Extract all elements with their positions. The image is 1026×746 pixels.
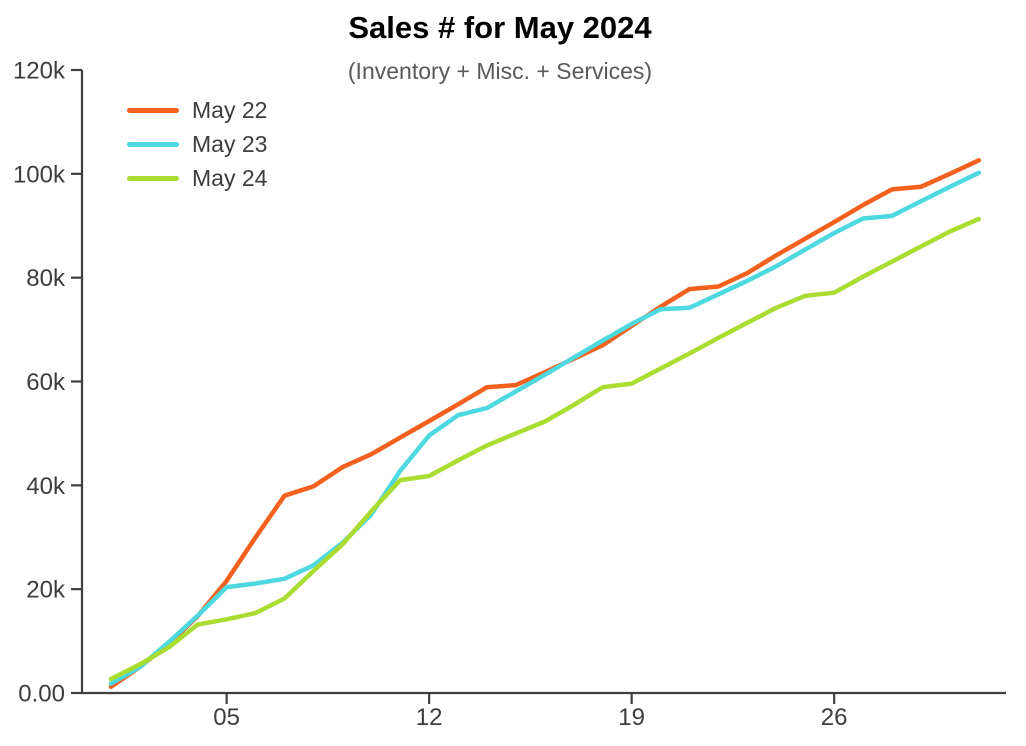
series-line-may-23 bbox=[108, 170, 982, 686]
legend-item-may-23: May 23 bbox=[127, 130, 268, 157]
legend-swatch-icon bbox=[127, 141, 179, 147]
legend-item-may-24: May 24 bbox=[127, 164, 268, 191]
y-tick-label: 0.00 bbox=[18, 681, 65, 708]
legend: May 22 May 23 May 24 bbox=[127, 96, 268, 191]
x-tick-label: 19 bbox=[618, 704, 645, 731]
chart-title: Sales # for May 2024 bbox=[348, 10, 652, 45]
y-tick-label: 100k bbox=[13, 161, 66, 188]
legend-label: May 24 bbox=[192, 164, 268, 191]
y-tick-label: 80k bbox=[26, 265, 66, 292]
legend-label: May 23 bbox=[192, 130, 268, 157]
legend-item-may-22: May 22 bbox=[127, 96, 268, 123]
chart-subtitle: (Inventory + Misc. + Services) bbox=[347, 58, 653, 84]
y-tick-label: 60k bbox=[26, 369, 66, 396]
y-tick-label: 20k bbox=[26, 577, 66, 604]
legend-label: May 22 bbox=[192, 96, 268, 123]
legend-swatch-icon bbox=[127, 175, 179, 181]
x-tick-label: 12 bbox=[416, 704, 443, 731]
y-tick-label: 120k bbox=[13, 58, 66, 85]
x-tick-label: 26 bbox=[821, 704, 848, 731]
series-line-may-24 bbox=[108, 216, 982, 682]
legend-swatch-icon bbox=[127, 107, 179, 113]
y-tick-label: 40k bbox=[26, 473, 66, 500]
x-tick-label: 05 bbox=[213, 704, 240, 731]
